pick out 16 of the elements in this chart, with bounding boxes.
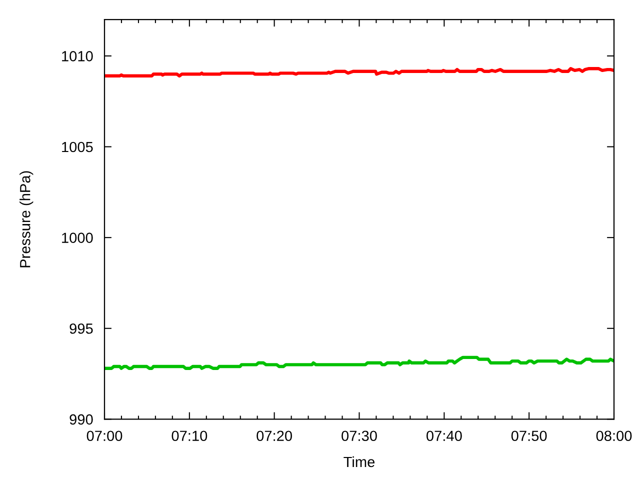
y-tick-label: 990 — [70, 414, 93, 425]
x-tick-label: 07:50 — [511, 430, 547, 442]
x-tick-label: 07:40 — [426, 430, 462, 442]
x-tick-label: 07:20 — [256, 430, 292, 442]
y-axis-title: Pressure (hPa) — [20, 171, 34, 268]
y-tick-label: 1005 — [62, 142, 93, 152]
x-tick-label: 07:30 — [342, 430, 377, 442]
x-tick-label: 07:00 — [86, 430, 122, 442]
x-tick-label: 08:00 — [596, 430, 632, 442]
line-series — [104, 67, 614, 78]
y-tick-label: 995 — [70, 323, 93, 334]
line-series — [104, 356, 614, 370]
x-axis-title: Time — [344, 456, 375, 468]
x-tick-label: 07:10 — [172, 430, 208, 442]
y-tick-label: 1010 — [62, 51, 93, 62]
y-tick-label: 1000 — [62, 232, 93, 243]
